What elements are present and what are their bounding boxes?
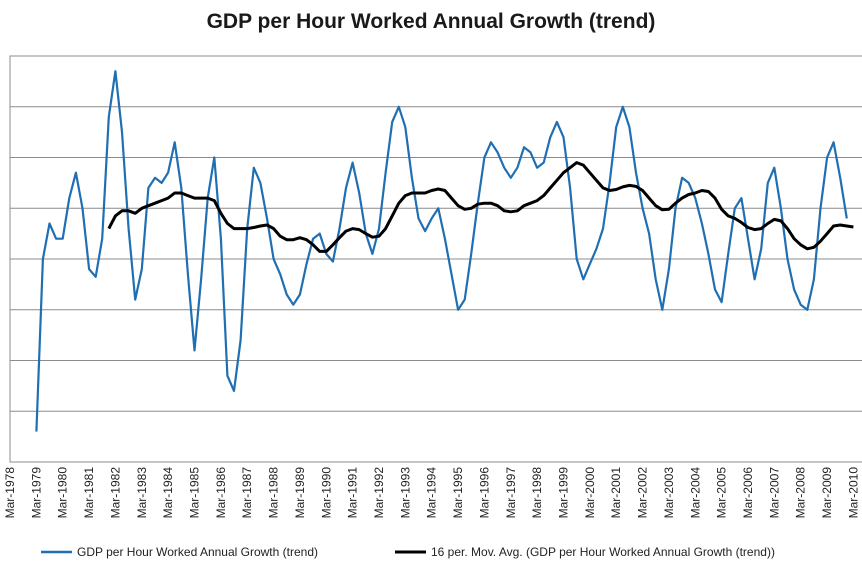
x-axis-tick-labels: Mar-1978 Mar-1979 Mar-1980 Mar-1981 Mar-1982… — [3, 467, 860, 519]
plot-border — [9, 55, 862, 463]
x-tick-label: Mar-2008 — [794, 467, 808, 519]
x-tick-label: Mar-1988 — [267, 467, 281, 519]
series-line-moving-average — [107, 161, 854, 253]
legend-label-moving-average: 16 per. Mov. Avg. (GDP per Hour Worked A… — [431, 545, 775, 559]
x-tick-label: Mar-1991 — [346, 467, 360, 519]
x-tick-label: Mar-1979 — [29, 467, 43, 519]
x-tick-label: Mar-2005 — [715, 467, 729, 519]
x-tick-label: Mar-1996 — [477, 467, 491, 519]
x-tick-label: Mar-2007 — [767, 467, 781, 519]
x-tick-label: Mar-1982 — [108, 467, 122, 519]
x-tick-label: Mar-1993 — [398, 467, 412, 519]
x-tick-label: Mar-1987 — [240, 467, 254, 519]
x-tick-label: Mar-1995 — [451, 467, 465, 519]
x-tick-label: Mar-1998 — [530, 467, 544, 519]
series-line-gdp — [35, 70, 848, 432]
x-tick-label: Mar-2000 — [583, 467, 597, 519]
x-tick-label: Mar-2009 — [820, 467, 834, 519]
legend-label-gdp: GDP per Hour Worked Annual Growth (trend… — [77, 545, 318, 559]
x-tick-label: Mar-2003 — [662, 467, 676, 519]
grid-lines — [10, 55, 862, 463]
x-tick-label: Mar-2004 — [688, 467, 702, 519]
x-tick-label: Mar-1984 — [161, 467, 175, 519]
x-tick-label: Mar-1999 — [557, 467, 571, 519]
x-tick-label: Mar-1983 — [135, 467, 149, 519]
x-tick-label: Mar-2001 — [609, 467, 623, 519]
x-tick-label: Mar-1985 — [188, 467, 202, 519]
x-tick-label: Mar-2006 — [741, 467, 755, 519]
x-tick-label: Mar-2002 — [636, 467, 650, 519]
x-tick-label: Mar-1990 — [319, 467, 333, 519]
x-tick-label: Mar-1986 — [214, 467, 228, 519]
chart-title: GDP per Hour Worked Annual Growth (trend… — [206, 10, 656, 33]
x-tick-label: Mar-1994 — [425, 467, 439, 519]
x-tick-label: Mar-1981 — [82, 467, 96, 519]
x-tick-label: Mar-1992 — [372, 467, 386, 519]
x-tick-label: Mar-1997 — [504, 467, 518, 519]
x-tick-label: Mar-1989 — [293, 467, 307, 519]
x-tick-label: Mar-1980 — [56, 467, 70, 519]
series-layer — [35, 70, 854, 432]
x-tick-label: Mar-2010 — [846, 467, 860, 519]
legend: GDP per Hour Worked Annual Growth (trend… — [41, 545, 775, 559]
x-tick-label: Mar-1978 — [3, 467, 17, 519]
